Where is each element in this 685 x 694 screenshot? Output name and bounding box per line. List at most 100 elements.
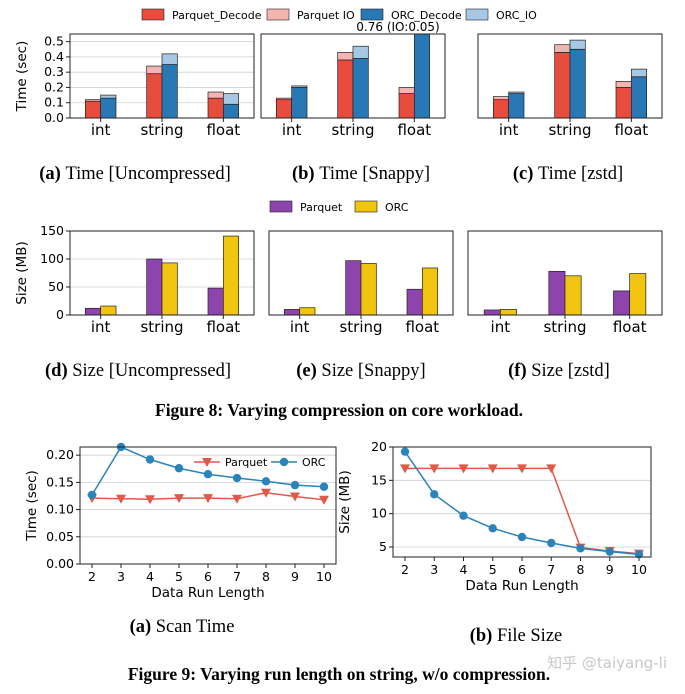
legend-label-parquet-decode: Parquet_Decode xyxy=(172,9,262,22)
file-size-xtick-label: 7 xyxy=(547,562,555,577)
size-uncompressed-xtick-label: string xyxy=(140,318,183,336)
scan-time-point-orc xyxy=(174,464,184,473)
file-size-ytick-label: 10 xyxy=(371,506,387,521)
size-snappy-xtick-label: float xyxy=(405,318,439,336)
scan-time-point-parquet xyxy=(145,495,155,505)
time-uncompressed-caption-label: (a) xyxy=(39,164,65,184)
file-size-point-orc xyxy=(576,544,585,553)
scan-time-ytick-label: 0.00 xyxy=(46,556,74,571)
scan-time-point-orc xyxy=(232,473,242,483)
file-size-point-parquet xyxy=(487,464,498,474)
time-snappy-chart: int string float 0.76 (IO:0.05) (b) Time [Sn… xyxy=(260,20,446,184)
file-size-point-parquet xyxy=(429,464,440,474)
size-snappy-caption-text: Size [Snappy] xyxy=(321,361,425,381)
time-uncompressed-ytick-label: 0.1 xyxy=(44,95,64,110)
time-snappy-bar-orc-decode-float xyxy=(413,33,431,119)
size-zstd-xtick-label: string xyxy=(543,318,586,336)
size-snappy-bar-parquet-string xyxy=(345,260,362,316)
file-size-xtick-label: 9 xyxy=(606,562,614,577)
time-uncompressed-ylabel: Time (sec) xyxy=(14,41,30,113)
legend-swatch-parquet xyxy=(269,200,293,213)
time-zstd-xtick-label: float xyxy=(614,121,648,139)
scan-time-point-parquet xyxy=(290,492,300,502)
file-size-point-orc xyxy=(459,511,468,520)
scan-time-point-parquet xyxy=(203,494,213,504)
scan-time-xtick-label: 5 xyxy=(175,569,183,584)
file-size-point-orc xyxy=(488,524,497,533)
time-zstd-bar-orc-io-float xyxy=(630,68,648,78)
scan-time-caption-label: (a) xyxy=(130,617,156,637)
size-zstd-caption-label: (f) xyxy=(508,361,531,381)
time-snappy-bar-parquet-io-string xyxy=(337,51,354,61)
time-snappy-bar-parquet-decode-int xyxy=(275,99,293,119)
scan-time-point-orc xyxy=(261,477,271,486)
size-snappy-bar-parquet-float xyxy=(406,288,423,316)
time-uncompressed-bar-orc-decode-float xyxy=(222,103,240,119)
scan-time-ytick-label: 0.20 xyxy=(46,447,74,462)
time-snappy-caption-text: Time [Snappy] xyxy=(319,164,430,184)
time-zstd-bar-orc-decode-string xyxy=(569,48,586,119)
scan-time-xlabel: Data Run Length xyxy=(151,585,264,601)
time-snappy-caption-label: (b) xyxy=(292,164,319,184)
size-zstd-chart: int string float (f) Size [zstd] xyxy=(467,230,663,381)
time-zstd-caption-label: (c) xyxy=(513,164,538,184)
file-size-caption: (b) File Size xyxy=(470,626,563,646)
file-size-ytick-label: 5 xyxy=(379,539,387,554)
scan-time-xtick-label: 10 xyxy=(316,569,332,584)
time-zstd-bar-orc-decode-float xyxy=(630,76,648,119)
file-size-xtick-label: 2 xyxy=(401,562,409,577)
scan-time-caption-text: Scan Time xyxy=(156,617,235,637)
size-uncompressed-bar-parquet-string xyxy=(146,258,163,316)
size-uncompressed-xtick-label: float xyxy=(206,318,240,336)
file-size-point-orc xyxy=(547,538,556,548)
time-snappy-bar-orc-decode-string xyxy=(352,58,369,119)
scan-time-ytick-label: 0.10 xyxy=(46,502,74,517)
size-snappy-chart: int string float (e) Size [Snappy] xyxy=(268,230,454,381)
scan-time-point-parquet xyxy=(261,488,271,498)
time-snappy-bar-orc-io-string xyxy=(352,45,369,59)
file-size-point-orc xyxy=(605,547,614,556)
scan-time-xtick-label: 8 xyxy=(262,569,270,584)
time-uncompressed-xtick-label: float xyxy=(206,121,240,139)
time-zstd-frame xyxy=(477,33,663,119)
file-size-ylabel: Size (MB) xyxy=(337,470,353,533)
time-zstd-bar-orc-io-string xyxy=(569,39,586,50)
size-snappy-bar-orc-int xyxy=(299,307,316,316)
file-size-ytick-label: 20 xyxy=(371,439,387,454)
time-snappy-bar-orc-io-int xyxy=(291,85,308,88)
size-uncompressed-xtick-label: int xyxy=(91,318,111,336)
scan-time-point-parquet xyxy=(174,494,184,504)
time-snappy-bar-parquet-decode-float xyxy=(398,93,415,119)
size-zstd-bar-orc-int xyxy=(499,309,517,316)
file-size-xlabel: Data Run Length xyxy=(465,578,578,594)
time-uncompressed-bar-parquet-io-string xyxy=(146,65,163,75)
file-size-point-parquet xyxy=(517,464,527,474)
scan-time-caption: (a) Scan Time xyxy=(130,617,235,637)
file-size-caption-text: File Size xyxy=(497,626,562,646)
size-zstd-frame xyxy=(467,230,663,316)
time-snappy-frame xyxy=(260,33,446,119)
scan-time-point-parquet xyxy=(232,494,242,504)
legend-label-orc-decode: ORC_Decode xyxy=(391,9,462,22)
time-zstd-xtick-label: string xyxy=(548,121,591,139)
legend-label-orc: ORC xyxy=(385,201,409,214)
time-snappy-xtick-label: int xyxy=(282,121,302,139)
scan-time-legend: Parquet ORC xyxy=(194,456,326,469)
time-uncompressed-ytick-label: 0.2 xyxy=(44,79,64,94)
legend-label-parquet: Parquet xyxy=(300,201,343,214)
legend-label-parquet: Parquet xyxy=(225,456,268,469)
file-size-caption-label: (b) xyxy=(470,626,497,646)
size-snappy-bar-orc-string xyxy=(360,263,377,316)
time-uncompressed-caption-text: Time [Uncompressed] xyxy=(65,164,230,184)
file-size-xtick-label: 5 xyxy=(489,562,497,577)
file-size-point-parquet xyxy=(400,464,410,474)
file-size-frame xyxy=(392,446,652,558)
legend-label-parquet-io: Parquet IO xyxy=(297,9,355,22)
time-uncompressed-chart: 0.00.10.20.30.40.5 Time (sec) int string flo… xyxy=(14,33,255,184)
time-uncompressed-bar-orc-io-int xyxy=(100,94,117,99)
time-zstd-bar-orc-decode-int xyxy=(508,93,525,119)
size-zstd-caption-text: Size [zstd] xyxy=(531,361,610,381)
file-size-ytick-label: 15 xyxy=(371,472,387,487)
file-size-point-orc xyxy=(400,447,410,456)
size-uncompressed-ytick-label: 150 xyxy=(40,223,64,238)
